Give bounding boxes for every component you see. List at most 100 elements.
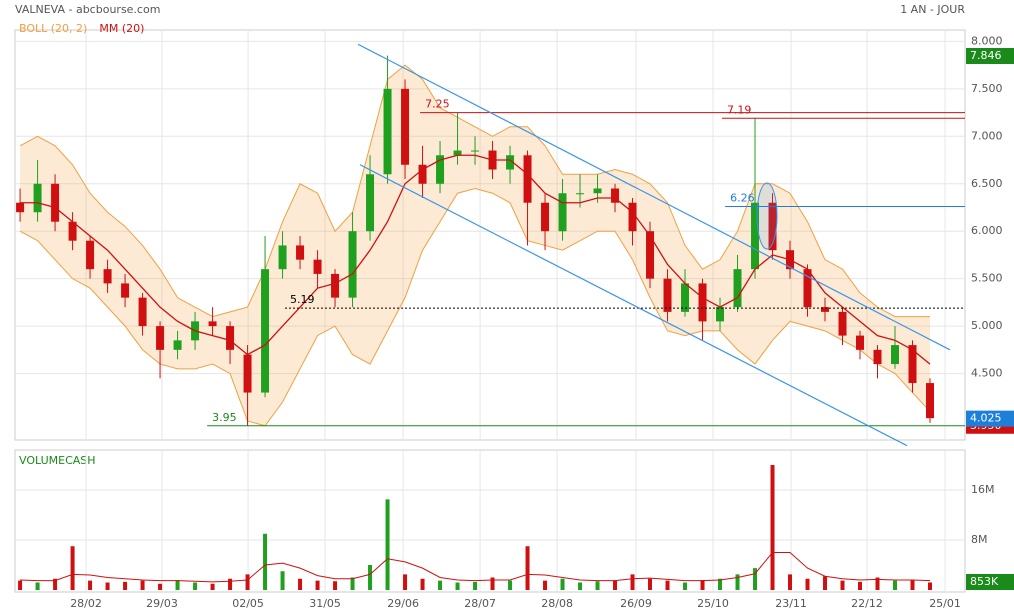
- candle-body: [716, 307, 725, 322]
- volume-bar: [770, 465, 775, 590]
- candle-body: [873, 349, 882, 365]
- bollinger-line: [19, 64, 931, 318]
- volume-bar: [490, 577, 495, 590]
- level-label: 3.95: [212, 411, 237, 424]
- candle-body: [506, 155, 515, 170]
- x-tick-label: 25/01: [929, 597, 961, 610]
- volume-bar: [508, 580, 513, 590]
- price-tag: [966, 410, 1014, 427]
- price-tag: [966, 48, 1014, 65]
- candle-body: [663, 278, 672, 312]
- volume-bar: [210, 583, 215, 590]
- candle-body: [628, 202, 637, 232]
- candle-body: [226, 326, 235, 350]
- legend-entry: MM (20): [99, 22, 144, 35]
- moving-average: [20, 154, 931, 365]
- candle-body: [891, 345, 900, 365]
- volume-bar: [928, 582, 933, 590]
- volume-bar: [613, 580, 618, 590]
- candle-body: [558, 193, 567, 232]
- volume-bar: [473, 581, 478, 590]
- volume-bar: [158, 583, 163, 590]
- volume-panel: [14, 449, 966, 593]
- level-label: 6.26: [730, 192, 755, 205]
- y-tick-label: 6.500: [971, 177, 1003, 190]
- chart-title: VALNEVA - abcbourse.com: [15, 3, 160, 16]
- volume-bar: [403, 574, 408, 590]
- candle-body: [366, 174, 375, 232]
- candle-body: [733, 269, 742, 308]
- candle-body: [523, 155, 532, 203]
- level-label: 5.19: [290, 293, 315, 306]
- volume-bar: [298, 578, 303, 590]
- candle-body: [261, 269, 270, 393]
- volume-bar: [18, 580, 23, 590]
- volume-bar: [455, 582, 460, 590]
- candle-body: [401, 88, 410, 165]
- x-tick-label: 28/02: [70, 597, 102, 610]
- period: 1 AN - JOUR: [900, 3, 965, 16]
- volume-bar: [105, 582, 110, 590]
- volume-bar: [280, 571, 285, 590]
- candle-body: [768, 202, 777, 251]
- volume-bar: [735, 574, 740, 590]
- candle-body: [681, 283, 690, 312]
- candle-body: [751, 202, 760, 270]
- volume-bar: [648, 578, 653, 590]
- candle-body: [383, 88, 392, 175]
- y-tick-label: 6.000: [971, 224, 1003, 237]
- volume-bar: [175, 580, 180, 590]
- price-tag-label: 4.025: [970, 412, 1002, 425]
- price-panel: [14, 29, 966, 441]
- x-tick-label: 23/11: [775, 597, 807, 610]
- volume-bar: [910, 580, 915, 590]
- volume-bar: [893, 580, 898, 590]
- trend-line: [357, 43, 951, 351]
- candle-body: [296, 245, 305, 260]
- x-tick-label: 29/03: [146, 597, 178, 610]
- candle-body: [86, 240, 95, 270]
- price-tag: [966, 574, 1014, 590]
- volume-bar: [753, 568, 758, 590]
- volume-bar: [665, 580, 670, 590]
- volume-bar: [88, 580, 93, 590]
- y-tick-label: 5.500: [971, 272, 1003, 285]
- y-tick-label: 8M: [971, 533, 988, 546]
- candle-body: [436, 155, 445, 184]
- highlight-ellipse: [756, 182, 778, 250]
- candle-body: [611, 188, 620, 203]
- x-tick-label: 31/05: [309, 597, 341, 610]
- volume-title: VOLUMECASH: [19, 454, 96, 467]
- volume-bar: [718, 578, 723, 590]
- candle-body: [138, 297, 147, 327]
- level-label: 7.19: [727, 103, 752, 116]
- candle-body: [418, 164, 427, 184]
- volume-bar: [263, 533, 268, 590]
- candle-body: [33, 183, 42, 213]
- x-tick-label: 22/12: [851, 597, 883, 610]
- volume-bar: [630, 574, 635, 590]
- volume-bar: [385, 499, 390, 590]
- x-tick-label: 25/10: [697, 597, 729, 610]
- volume-bar: [560, 578, 565, 590]
- candle-body: [821, 307, 830, 312]
- candle-body: [856, 335, 865, 350]
- y-tick-label: 8.000: [971, 34, 1003, 47]
- volume-bar: [805, 578, 810, 590]
- x-tick-label: 29/06: [387, 597, 419, 610]
- candle-body: [156, 326, 165, 350]
- y-tick-label: 4.500: [971, 367, 1003, 380]
- volume-bar: [840, 580, 845, 590]
- volume-bar: [595, 581, 600, 590]
- x-tick-label: 28/07: [464, 597, 496, 610]
- volume-bar: [193, 582, 198, 590]
- price-tag-label: 853K: [970, 575, 999, 588]
- candle-body: [173, 340, 182, 350]
- volume-bar: [368, 565, 373, 590]
- volume-bar: [228, 578, 233, 590]
- volume-bar: [875, 577, 880, 590]
- candle-body: [208, 321, 217, 327]
- volume-bar: [700, 580, 705, 590]
